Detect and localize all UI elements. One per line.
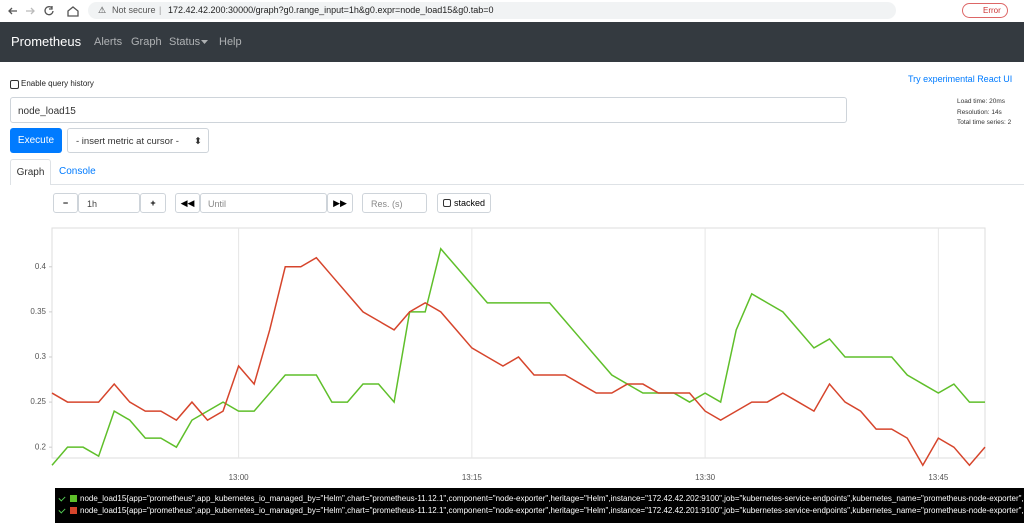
x-tick-label: 13:00	[229, 473, 250, 482]
forward-button[interactable]: ▶▶	[327, 193, 353, 213]
legend-check[interactable]	[58, 493, 66, 502]
caret	[201, 40, 208, 44]
nav-link[interactable]: Alerts	[94, 36, 123, 48]
execute-button[interactable]: Execute	[10, 128, 62, 153]
x-tick-label: 13:45	[928, 473, 949, 482]
legend-entry[interactable]: node_load15{app="prometheus",app_kuberne…	[58, 505, 1024, 516]
warning-icon: ⚠	[98, 5, 107, 15]
chart: 0.2 0.25 0.3 0.35 0.4 13:00 13:15 13:30 13:45	[30, 227, 986, 482]
y-tick-label: 0.35	[30, 307, 46, 316]
legend-check[interactable]	[58, 505, 66, 514]
nav-link[interactable]: Graph	[131, 36, 162, 48]
navbar: Prometheus Alerts Graph Status Help	[0, 22, 1024, 62]
y-tick-label: 0.2	[35, 442, 47, 451]
series-line	[51, 247, 985, 466]
address-bar[interactable]: ⚠ Not secure | 172.42.42.200:30000/graph…	[88, 2, 896, 19]
nav-link[interactable]: Status	[169, 36, 201, 48]
brand[interactable]: Prometheus	[11, 34, 82, 49]
back-button[interactable]: ◀◀	[175, 193, 200, 213]
x-tick-label: 13:30	[695, 473, 716, 482]
nav-icons[interactable]	[6, 4, 82, 18]
plot-area	[51, 227, 986, 459]
expression-input[interactable]: node_load15	[10, 97, 847, 123]
stacked-label: stacked	[453, 198, 486, 208]
history-label: Enable query history	[21, 79, 94, 88]
legend-label: node_load15{app="prometheus",app_kuberne…	[80, 506, 1024, 515]
legend-swatch	[70, 495, 77, 502]
browser-bar: ⚠ Not secure | 172.42.42.200:30000/graph…	[0, 0, 1024, 23]
legend-entry[interactable]: node_load15{app="prometheus",app_kuberne…	[58, 493, 1024, 504]
stat: Load time: 20ms	[957, 98, 1006, 105]
stacked-button[interactable]: stacked	[437, 193, 491, 213]
resolution-input[interactable]: Res. (s)	[362, 193, 427, 213]
security-label: Not secure	[112, 5, 156, 15]
range-minus[interactable]: −	[53, 193, 78, 213]
legend: node_load15{app="prometheus",app_kuberne…	[55, 488, 1024, 523]
range-input[interactable]: 1h	[78, 193, 140, 213]
series-line	[51, 256, 986, 467]
y-tick-label: 0.25	[30, 397, 46, 406]
legend-label: node_load15{app="prometheus",app_kuberne…	[80, 494, 1024, 503]
end-input[interactable]: Until	[200, 193, 327, 213]
x-tick-label: 13:15	[462, 473, 483, 482]
tab-active[interactable]: Graph	[10, 159, 51, 185]
y-tick-label: 0.4	[35, 262, 47, 271]
stat: Resolution: 14s	[957, 109, 1002, 116]
tab[interactable]: Console	[59, 166, 96, 177]
profile-status[interactable]: Error	[962, 3, 1008, 18]
range-plus[interactable]: +	[140, 193, 166, 213]
legend-swatch	[70, 507, 77, 514]
metric-select[interactable]: - insert metric at cursor - ⬍	[67, 128, 209, 153]
checkbox[interactable]	[10, 80, 19, 89]
react-link[interactable]: Try experimental React UI	[908, 74, 1013, 84]
nav-link[interactable]: Help	[219, 36, 242, 48]
stat: Total time series: 2	[957, 119, 1012, 126]
metric-select-text: - insert metric at cursor -	[76, 136, 179, 147]
url-text: 172.42.42.200:30000/graph?g0.range_input…	[168, 5, 494, 15]
y-tick-label: 0.3	[35, 352, 47, 361]
